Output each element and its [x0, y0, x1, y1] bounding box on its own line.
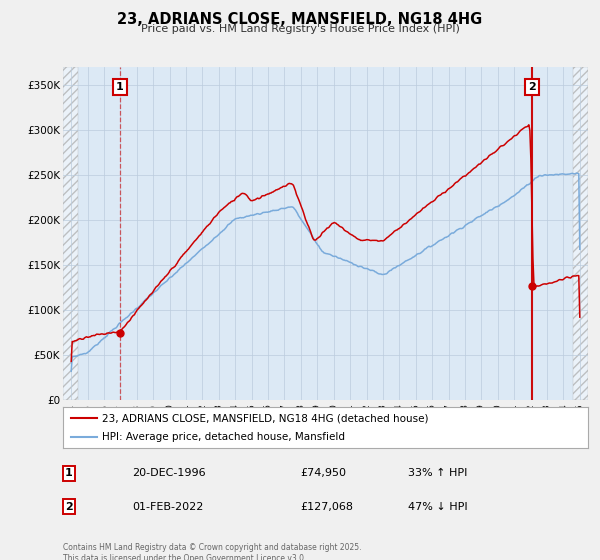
Text: 1: 1 [116, 82, 124, 92]
Text: 47% ↓ HPI: 47% ↓ HPI [408, 502, 467, 512]
Text: £127,068: £127,068 [300, 502, 353, 512]
Text: 23, ADRIANS CLOSE, MANSFIELD, NG18 4HG (detached house): 23, ADRIANS CLOSE, MANSFIELD, NG18 4HG (… [103, 413, 429, 423]
Text: 20-DEC-1996: 20-DEC-1996 [132, 468, 206, 478]
Text: 2: 2 [65, 502, 73, 512]
Text: HPI: Average price, detached house, Mansfield: HPI: Average price, detached house, Mans… [103, 432, 346, 442]
Text: Contains HM Land Registry data © Crown copyright and database right 2025.
This d: Contains HM Land Registry data © Crown c… [63, 543, 361, 560]
Text: Price paid vs. HM Land Registry's House Price Index (HPI): Price paid vs. HM Land Registry's House … [140, 24, 460, 34]
Text: £74,950: £74,950 [300, 468, 346, 478]
Text: 2: 2 [528, 82, 536, 92]
Text: 33% ↑ HPI: 33% ↑ HPI [408, 468, 467, 478]
Text: 1: 1 [65, 468, 73, 478]
Text: 23, ADRIANS CLOSE, MANSFIELD, NG18 4HG: 23, ADRIANS CLOSE, MANSFIELD, NG18 4HG [118, 12, 482, 27]
Text: 01-FEB-2022: 01-FEB-2022 [132, 502, 203, 512]
